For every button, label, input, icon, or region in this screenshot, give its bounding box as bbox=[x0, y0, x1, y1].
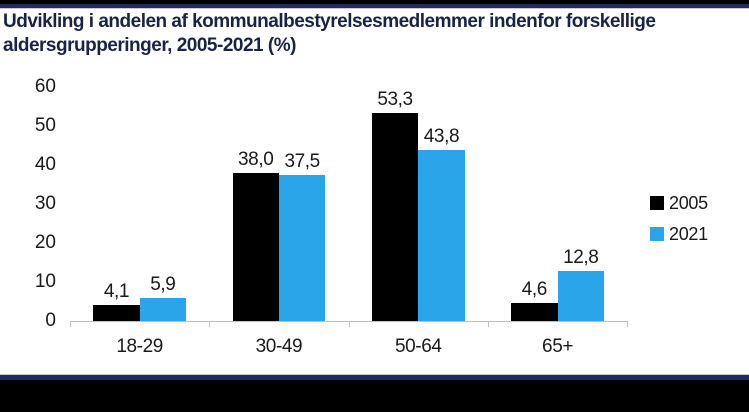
y-axis-tick-label: 10 bbox=[34, 271, 56, 292]
top-navy-accent-line bbox=[0, 4, 749, 8]
bar-value-label: 12,8 bbox=[563, 247, 599, 269]
x-axis-tick bbox=[627, 321, 629, 327]
x-axis-tick bbox=[209, 321, 211, 327]
x-axis-category-label: 65+ bbox=[542, 336, 574, 357]
bar-value-label: 53,3 bbox=[377, 89, 413, 111]
top-black-bar bbox=[0, 0, 749, 4]
bar-2021-65+ bbox=[557, 271, 604, 321]
legend: 2005 2021 bbox=[650, 193, 708, 255]
y-axis-tick-label: 20 bbox=[34, 232, 56, 253]
legend-item-2021: 2021 bbox=[650, 224, 708, 244]
bottom-hairline bbox=[0, 374, 749, 375]
bottom-black-bar bbox=[0, 380, 749, 412]
x-axis-tick bbox=[70, 321, 71, 327]
bar-2005-50-64 bbox=[371, 113, 419, 321]
legend-swatch-2005 bbox=[650, 196, 664, 210]
y-axis-tick-label: 0 bbox=[45, 310, 56, 331]
x-axis-tick bbox=[487, 321, 489, 327]
legend-label: 2021 bbox=[669, 224, 708, 244]
top-hairline bbox=[0, 8, 749, 9]
y-axis-tick-label: 30 bbox=[34, 193, 56, 214]
x-axis-tick bbox=[348, 321, 350, 327]
bar-2021-50-64 bbox=[418, 150, 465, 321]
y-axis-tick-label: 50 bbox=[34, 115, 56, 136]
bar-value-label: 37,5 bbox=[284, 150, 320, 172]
bar-value-label: 4,1 bbox=[103, 281, 130, 302]
legend-swatch-2021 bbox=[650, 227, 664, 241]
bar-2005-30-49 bbox=[232, 172, 279, 321]
bottom-navy-accent-line bbox=[0, 375, 749, 380]
bar-2021-18-29 bbox=[139, 297, 187, 321]
bar-value-label: 43,8 bbox=[423, 126, 460, 148]
bar-2021-30-49 bbox=[278, 174, 326, 321]
x-axis-category-label: 18-29 bbox=[116, 336, 163, 357]
bar-2005-18-29 bbox=[93, 305, 140, 321]
legend-label: 2005 bbox=[669, 193, 708, 213]
bar-value-label: 38,0 bbox=[238, 148, 274, 170]
bar-value-label: 5,9 bbox=[150, 273, 176, 295]
y-axis-tick-label: 60 bbox=[34, 76, 56, 97]
bar-2005-65+ bbox=[511, 303, 558, 321]
x-axis-category-label: 50-64 bbox=[394, 336, 442, 357]
bar-value-label: 4,6 bbox=[521, 279, 548, 301]
x-axis-category-label: 30-49 bbox=[255, 336, 303, 357]
y-axis-tick-label: 40 bbox=[34, 154, 56, 175]
legend-item-2005: 2005 bbox=[650, 193, 708, 213]
chart-title: Udvikling i andelen af kommunalbestyrels… bbox=[3, 11, 656, 56]
